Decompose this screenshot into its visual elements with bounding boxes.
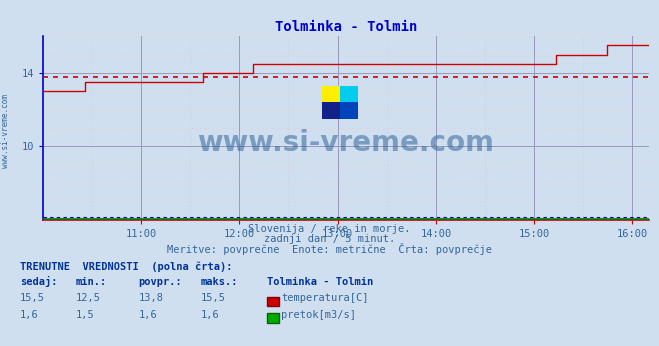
Text: 15,5: 15,5 xyxy=(201,293,226,303)
Text: 1,6: 1,6 xyxy=(201,310,219,320)
Bar xyxy=(340,102,358,119)
Text: maks.:: maks.: xyxy=(201,277,239,288)
Text: 12,5: 12,5 xyxy=(76,293,101,303)
Text: 13,8: 13,8 xyxy=(138,293,163,303)
Text: 15,5: 15,5 xyxy=(20,293,45,303)
Text: min.:: min.: xyxy=(76,277,107,288)
Text: Slovenija / reke in morje.: Slovenija / reke in morje. xyxy=(248,224,411,234)
Text: www.si-vreme.com: www.si-vreme.com xyxy=(198,129,494,157)
Text: povpr.:: povpr.: xyxy=(138,277,182,288)
Bar xyxy=(340,86,358,102)
Bar xyxy=(322,86,340,102)
Text: 1,6: 1,6 xyxy=(138,310,157,320)
Text: 1,5: 1,5 xyxy=(76,310,94,320)
Bar xyxy=(322,102,340,119)
Text: sedaj:: sedaj: xyxy=(20,276,57,288)
Text: Meritve: povprečne  Enote: metrične  Črta: povprečje: Meritve: povprečne Enote: metrične Črta:… xyxy=(167,243,492,255)
Text: 1,6: 1,6 xyxy=(20,310,38,320)
Title: Tolminka - Tolmin: Tolminka - Tolmin xyxy=(275,20,417,34)
Text: www.si-vreme.com: www.si-vreme.com xyxy=(1,94,10,169)
Text: pretok[m3/s]: pretok[m3/s] xyxy=(281,310,357,320)
Text: temperatura[C]: temperatura[C] xyxy=(281,293,369,303)
Text: TRENUTNE  VREDNOSTI  (polna črta):: TRENUTNE VREDNOSTI (polna črta): xyxy=(20,261,232,272)
Text: Tolminka - Tolmin: Tolminka - Tolmin xyxy=(267,277,373,288)
Text: zadnji dan / 5 minut.: zadnji dan / 5 minut. xyxy=(264,234,395,244)
